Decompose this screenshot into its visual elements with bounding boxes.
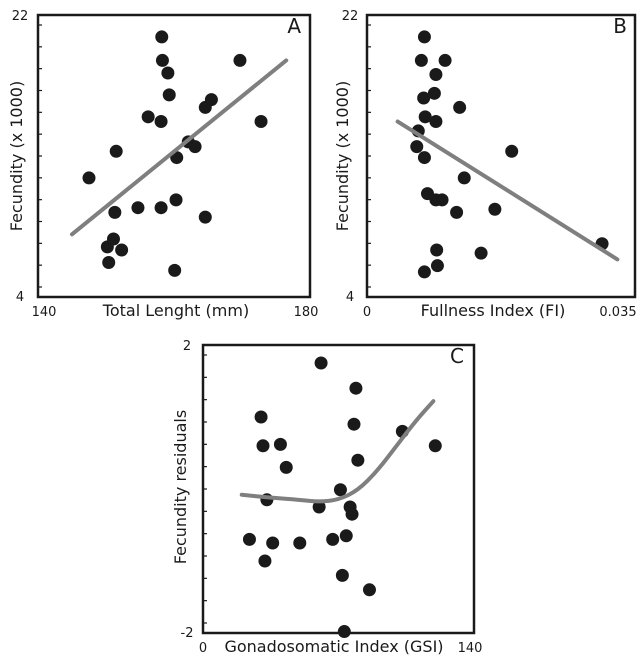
plot-frame [365,13,637,299]
y-tick-label-max: 2 [183,339,191,354]
panel-label: B [613,14,627,38]
data-point [256,439,270,453]
data-point [233,53,247,67]
data-point [505,144,519,158]
data-point [453,100,467,114]
data-point [417,151,431,165]
data-point [438,53,452,67]
data-point [418,110,432,124]
data-point [254,410,268,424]
data-point [106,232,120,246]
data-point [450,205,464,219]
data-point [345,507,359,521]
x-tick-label-min: 140 [32,305,57,320]
x-axis-label: Fullness Index (FI) [421,301,566,320]
data-point [417,91,431,105]
data-point [254,115,268,129]
data-point [198,210,212,224]
data-point [155,30,169,44]
x-tick-label-max: 180 [294,305,319,320]
data-point [162,88,176,102]
panel-label: A [287,14,301,38]
data-point [312,500,326,514]
data-point [169,193,183,207]
y-axis-label: Fecundity (x 1000) [333,81,352,231]
y-tick-label-max: 22 [342,9,359,24]
data-point [474,246,488,260]
data-point [414,53,428,67]
x-tick-label-max: 0.035 [599,305,636,320]
data-point [115,243,129,257]
data-point [131,201,145,215]
data-point [430,243,444,257]
data-point [417,265,431,279]
data-point [362,583,376,597]
data-point [326,532,340,546]
data-point [351,453,365,467]
data-point [429,115,443,129]
data-point [347,417,361,431]
data-point [188,140,202,154]
data-point [279,460,293,474]
data-point [314,356,328,370]
data-point [102,256,116,270]
data-point [339,529,353,543]
y-tick-label-min: 4 [346,290,354,305]
panel-label: C [450,344,464,368]
data-point [108,205,122,219]
data-point [109,144,123,158]
data-point [154,115,168,129]
data-point [488,202,502,216]
x-axis-label: Gonadosomatic Index (GSI) [224,637,443,656]
data-point [410,140,424,154]
data-point [333,483,347,497]
data-point [417,30,431,44]
data-point [293,536,307,550]
y-tick-label-max: 22 [12,9,29,24]
fit-line [70,58,289,237]
data-point [349,381,363,395]
fit-line [395,119,620,262]
data-point [430,259,444,273]
panel-c: 2 -2 0 140 Gonadosomatic Index (GSI) Fecundit… [171,339,482,656]
panel-a: 22 4 140 180 Total Lenght (mm) Fecundity (x 1… [7,9,318,320]
fit-line [239,399,436,504]
x-axis-label: Total Lenght (mm) [102,301,249,320]
data-point [435,193,449,207]
data-point [242,532,256,546]
data-point [168,263,182,277]
data-point [335,568,349,582]
x-tick-label-min: 0 [363,305,371,320]
data-point [273,437,287,451]
x-tick-label-min: 0 [199,641,207,656]
data-point [457,171,471,185]
y-axis-label: Fecundity (x 1000) [7,81,26,231]
y-tick-label-min: -2 [181,626,194,641]
data-point [82,171,96,185]
data-point [141,110,155,124]
panel-b: 22 40 0.035 Fullness Index (FI) Fecundity (x… [333,9,637,320]
data-point [258,554,272,568]
data-point [161,66,175,80]
data-point [427,86,441,100]
data-point [429,68,443,82]
data-point [155,53,169,67]
y-axis-label: Fecundity residuals [171,410,190,564]
x-tick-label-max: 140 [458,641,483,656]
data-point [154,201,168,215]
data-point [337,625,351,639]
y-tick-label-min: 4 [16,290,24,305]
data-point [428,439,442,453]
data-point [266,536,280,550]
data-point [204,93,218,107]
